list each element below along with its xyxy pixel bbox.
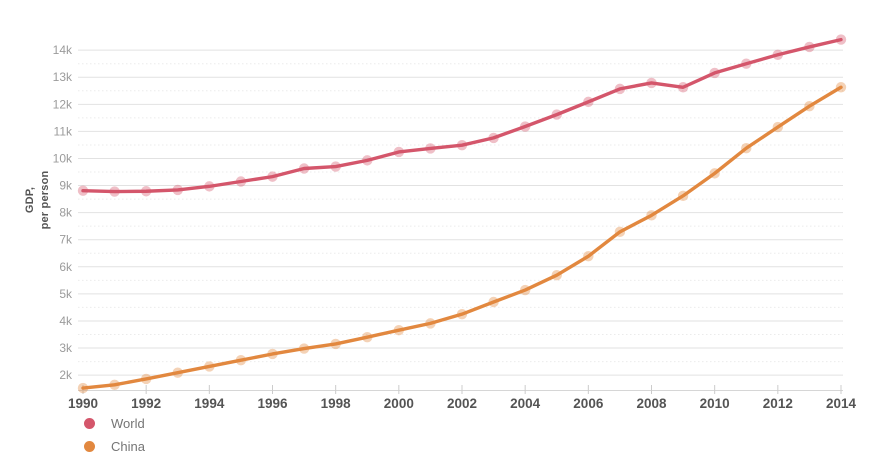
data-point-china-2005[interactable]	[551, 269, 562, 281]
data-point-world-2005[interactable]	[551, 109, 562, 120]
data-point-china-2013[interactable]	[804, 101, 815, 112]
data-point-china-2002[interactable]	[456, 308, 468, 320]
series-line-world	[81, 37, 843, 194]
data-point-china-1995[interactable]	[235, 355, 247, 366]
data-point-china-1999[interactable]	[362, 331, 373, 343]
data-point-china-1992[interactable]	[140, 373, 152, 385]
x-tick-label: 2004	[510, 396, 541, 411]
data-point-china-2008[interactable]	[646, 210, 657, 221]
data-point-world-1991[interactable]	[109, 186, 120, 197]
data-point-world-1994[interactable]	[204, 181, 215, 192]
y-tick-label: 8k	[59, 206, 73, 220]
y-tick-label: 3k	[59, 341, 73, 355]
data-point-china-2001[interactable]	[425, 318, 436, 329]
data-point-china-2003[interactable]	[488, 296, 499, 308]
y-axis-title-line2: per person	[39, 170, 51, 230]
y-tick-label: 11k	[54, 124, 73, 138]
data-point-world-2008[interactable]	[646, 77, 657, 89]
x-tick-label: 2012	[763, 396, 793, 411]
data-point-world-2009[interactable]	[677, 82, 689, 93]
legend-item-china[interactable]: China	[84, 435, 145, 458]
data-point-china-1990[interactable]	[77, 382, 89, 394]
y-tick-label: 7k	[59, 233, 73, 247]
data-point-world-1998[interactable]	[330, 161, 341, 172]
data-point-world-1999[interactable]	[362, 155, 373, 166]
x-tick-label: 1996	[257, 396, 288, 411]
data-point-china-2012[interactable]	[772, 121, 784, 133]
data-point-world-1993[interactable]	[172, 184, 183, 196]
data-point-china-1996[interactable]	[267, 348, 278, 360]
y-axis-title: GDP, per person	[23, 171, 53, 230]
data-point-world-2006[interactable]	[583, 96, 594, 108]
data-point-world-2010[interactable]	[709, 67, 720, 79]
legend-label-china: China	[111, 439, 145, 454]
data-point-china-2006[interactable]	[583, 251, 594, 262]
legend-item-world[interactable]: World	[84, 412, 145, 435]
x-tick-label: 1998	[321, 396, 352, 411]
x-tick-label: 2006	[573, 396, 604, 411]
legend: World China	[84, 412, 145, 458]
data-point-china-2014[interactable]	[835, 82, 847, 93]
data-point-china-2000[interactable]	[393, 324, 405, 336]
x-tick-label: 1990	[68, 396, 98, 411]
y-tick-label: 14k	[53, 43, 73, 57]
data-point-china-1993[interactable]	[172, 367, 183, 378]
data-point-china-2007[interactable]	[614, 226, 626, 238]
y-axis-title-line1: GDP,	[24, 186, 37, 214]
world-series-dot-icon	[84, 418, 95, 429]
y-tick-label: 4k	[59, 314, 73, 328]
data-point-world-2014[interactable]	[835, 34, 847, 45]
data-point-china-2010[interactable]	[709, 168, 720, 179]
data-point-world-1992[interactable]	[140, 186, 152, 197]
data-point-world-2007[interactable]	[614, 83, 626, 95]
data-point-world-2012[interactable]	[772, 49, 784, 60]
series-line-china	[81, 85, 843, 390]
data-point-world-2000[interactable]	[393, 146, 405, 158]
data-point-world-2002[interactable]	[456, 140, 468, 151]
data-point-china-1991[interactable]	[109, 379, 120, 391]
data-point-china-1997[interactable]	[298, 343, 310, 354]
data-point-world-2013[interactable]	[804, 41, 815, 53]
y-tick-label: 9k	[59, 179, 73, 193]
x-tick-label: 2008	[636, 396, 667, 411]
y-tick-label: 2k	[59, 368, 73, 382]
y-tick-label: 6k	[59, 260, 73, 274]
x-tick-label: 2010	[700, 396, 730, 411]
data-point-world-1995[interactable]	[235, 176, 247, 187]
data-point-china-1994[interactable]	[204, 361, 215, 372]
data-point-world-2011[interactable]	[741, 58, 752, 69]
data-point-world-2001[interactable]	[425, 143, 436, 154]
x-tick-label: 2002	[447, 396, 477, 411]
data-point-world-2004[interactable]	[519, 121, 531, 132]
data-point-china-2004[interactable]	[519, 284, 531, 296]
x-tick-label: 1994	[194, 396, 225, 411]
data-point-world-1997[interactable]	[298, 163, 310, 174]
data-point-china-1998[interactable]	[330, 338, 341, 350]
data-point-world-1990[interactable]	[77, 185, 89, 196]
data-point-china-2011[interactable]	[741, 142, 752, 154]
legend-label-world: World	[111, 416, 145, 431]
data-point-world-2003[interactable]	[488, 132, 499, 144]
x-tick-label: 2000	[384, 396, 414, 411]
y-tick-label: 10k	[53, 151, 73, 165]
x-tick-label: 2014	[826, 396, 857, 411]
y-tick-label: 12k	[53, 97, 73, 111]
x-tick-label: 1992	[131, 396, 161, 411]
y-tick-label: 5k	[59, 287, 73, 301]
data-point-china-2009[interactable]	[677, 190, 689, 202]
china-series-dot-icon	[84, 441, 95, 452]
data-point-world-1996[interactable]	[267, 171, 278, 182]
y-tick-label: 13k	[53, 70, 73, 84]
